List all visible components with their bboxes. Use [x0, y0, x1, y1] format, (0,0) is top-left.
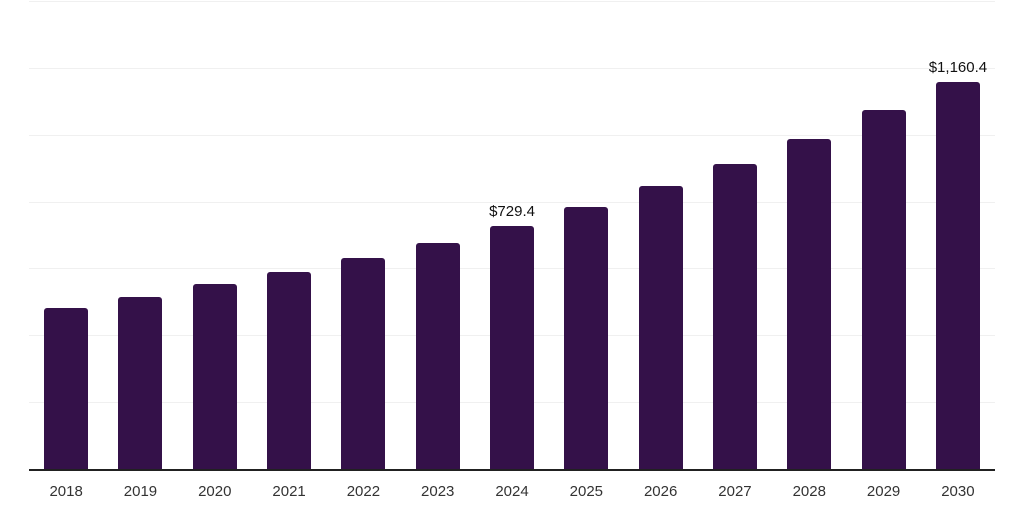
x-tick-2029: 2029: [866, 483, 901, 500]
x-tick-2020: 2020: [198, 483, 232, 500]
bar-group-2020: [178, 2, 252, 470]
x-tick-2023: 2023: [421, 483, 455, 500]
gridline-800: [29, 201, 995, 203]
bars-container: $729.4 $1,160.4: [29, 2, 995, 470]
x-axis-labels: 2018 2019 2020 2021 2022 2023 2024 2025 2026 2027…: [29, 484, 995, 500]
bar-2026: [638, 185, 683, 470]
bar-2022: [341, 258, 386, 470]
x-axis-line: [29, 469, 995, 471]
bar-group-2021: [252, 2, 326, 470]
bar-2028: [787, 138, 832, 470]
x-tick-2018: 2018: [49, 483, 83, 500]
gridline-1200: [29, 67, 995, 69]
bar-2020: [192, 283, 237, 470]
value-label-2024: $729.4: [489, 203, 535, 221]
bar-group-2026: [624, 2, 698, 470]
bar-group-2028: [772, 2, 846, 470]
bar-2024: [490, 226, 535, 470]
bar-group-2027: [698, 2, 772, 470]
x-tick-2021: 2021: [272, 483, 306, 500]
bar-2025: [564, 206, 609, 470]
x-tick-2026: 2026: [643, 483, 678, 500]
x-tick-2028: 2028: [792, 483, 826, 500]
bar-2027: [712, 163, 757, 470]
gridline-1000: [29, 134, 995, 136]
bar-group-2023: [401, 2, 475, 470]
bar-2030: [935, 82, 980, 470]
x-tick-2019: 2019: [123, 483, 158, 500]
x-tick-2030: 2030: [941, 483, 975, 500]
x-tick-2022: 2022: [346, 483, 381, 500]
bar-2019: [118, 297, 163, 470]
bar-2018: [44, 308, 89, 470]
x-tick-2025: 2025: [569, 483, 604, 500]
bar-group-2022: [326, 2, 400, 470]
bar-2029: [861, 110, 906, 470]
bar-2021: [267, 271, 312, 470]
bar-2023: [415, 243, 460, 470]
x-tick-2024: 2024: [495, 483, 529, 500]
plot-area: $729.4 $1,160.4: [29, 1, 995, 470]
x-tick-2027: 2027: [718, 483, 752, 500]
value-label-2030: $1,160.4: [928, 59, 988, 77]
bar-group-2019: [103, 2, 177, 470]
bar-group-2024: $729.4: [475, 2, 549, 470]
bar-group-2030: $1,160.4: [921, 2, 995, 470]
gridline-1400: [29, 1, 995, 2]
bar-group-2018: [29, 2, 103, 470]
bar-group-2025: [549, 2, 623, 470]
bar-group-2029: [846, 2, 920, 470]
